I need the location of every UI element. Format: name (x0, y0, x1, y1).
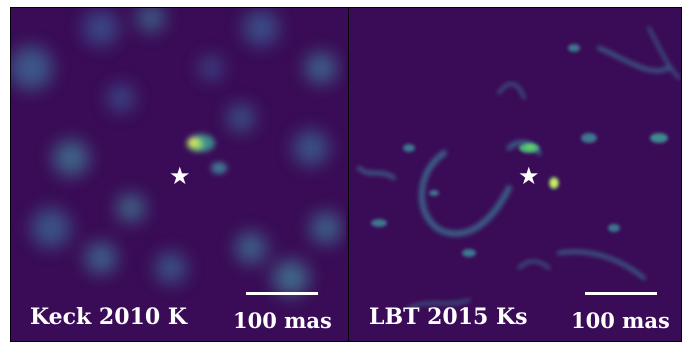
lbt-image (349, 8, 681, 341)
panel-divider (348, 8, 349, 341)
scale-label: 100 mas (571, 308, 670, 333)
keck-image (11, 8, 346, 341)
lbt-panel: ★ LBT 2015 Ks 100 mas (349, 8, 681, 341)
scale-bar (585, 292, 657, 295)
keck-panel: ★ Keck 2010 K 100 mas (11, 8, 346, 341)
star-icon: ★ (169, 162, 191, 190)
scale-label: 100 mas (233, 308, 332, 333)
star-icon: ★ (518, 162, 540, 190)
scale-bar (246, 292, 318, 295)
panel-caption: Keck 2010 K (30, 304, 187, 330)
image-frame: ★ Keck 2010 K 100 mas (10, 7, 682, 342)
panel-caption: LBT 2015 Ks (369, 304, 528, 330)
